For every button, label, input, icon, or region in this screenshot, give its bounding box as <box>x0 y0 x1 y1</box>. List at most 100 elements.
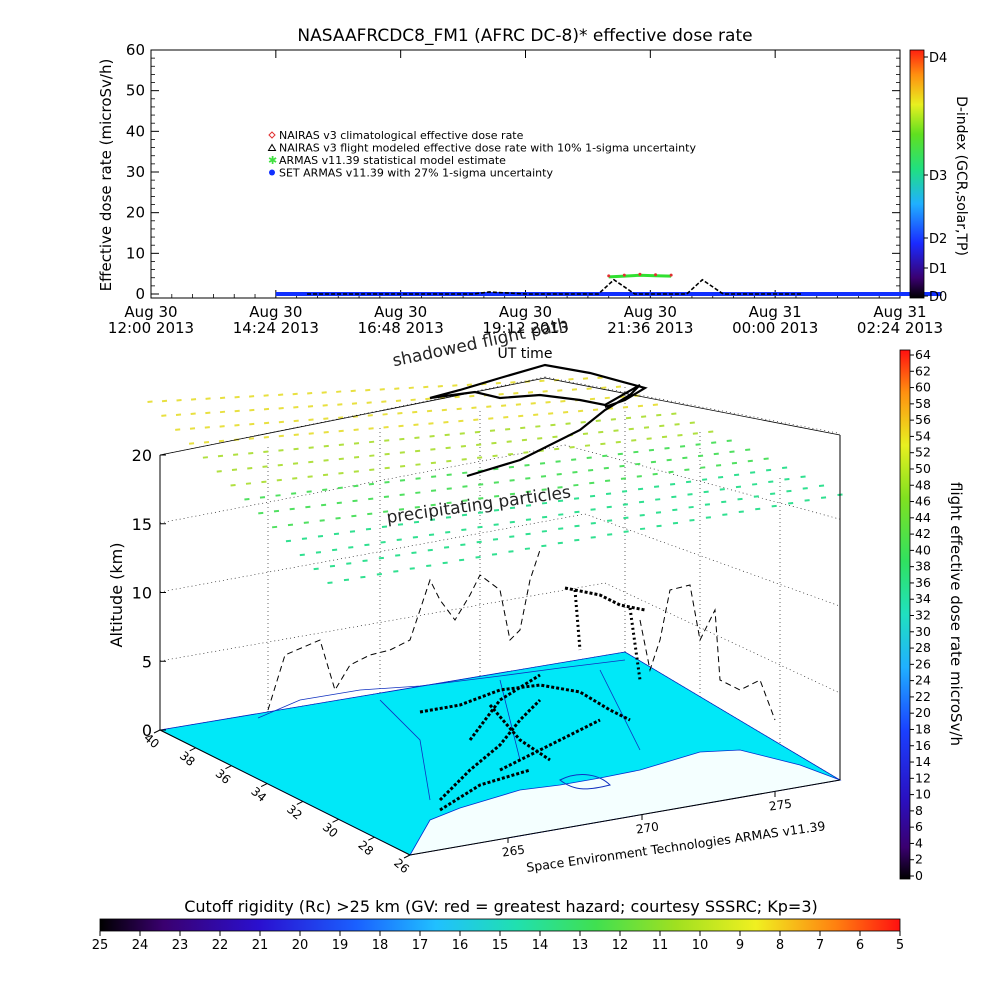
particle-mark <box>605 492 612 495</box>
particle-mark <box>518 414 524 418</box>
particle-mark <box>351 514 357 518</box>
particle-mark <box>273 509 280 513</box>
top-y-tick-label: 30 <box>126 163 145 181</box>
particle-mark <box>598 430 604 434</box>
particle-mark <box>189 427 196 430</box>
particle-mark <box>619 464 625 468</box>
particle-mark <box>492 454 498 458</box>
particle-mark <box>509 520 515 524</box>
particle-mark <box>597 376 603 379</box>
particle-mark <box>428 533 435 536</box>
top-x-tick-label-line2: 14:24 2013 <box>233 319 319 337</box>
particle-mark <box>704 503 711 506</box>
particle-mark <box>679 445 686 448</box>
particle-mark <box>498 392 504 396</box>
particle-mark <box>218 439 225 443</box>
particle-mark <box>365 388 371 392</box>
particle-mark <box>320 503 327 507</box>
particle-mark <box>460 543 466 546</box>
particle-mark <box>461 513 468 517</box>
dose-colorbar <box>899 349 911 880</box>
particle-mark <box>466 383 472 386</box>
dose-colorbar-ticks: 0246810121416182022242628303234363840424… <box>910 347 931 883</box>
particle-mark <box>682 456 688 460</box>
particle-mark <box>659 424 665 428</box>
particle-mark <box>671 412 677 415</box>
z-ticks: 0 5 10 15 20 <box>132 446 166 740</box>
particle-mark <box>729 450 735 454</box>
lat-tick <box>332 818 339 823</box>
particle-mark <box>558 513 564 516</box>
particle-mark <box>430 503 436 507</box>
particle-mark <box>399 479 406 482</box>
particle-mark <box>247 466 253 470</box>
particle-mark <box>635 462 641 466</box>
particle-mark <box>509 535 515 538</box>
particle-mark <box>343 578 350 582</box>
particle-mark <box>622 406 629 409</box>
particle-mark <box>301 537 308 540</box>
particle-mark <box>412 410 418 414</box>
particle-mark <box>249 422 255 426</box>
particle-mark <box>353 428 359 432</box>
particle-mark <box>258 511 264 515</box>
particle-mark <box>643 426 650 429</box>
particle-mark <box>687 493 693 496</box>
particle-mark <box>506 440 512 443</box>
particle-mark <box>443 546 450 549</box>
particle-mark <box>717 475 724 479</box>
particle-mark <box>303 521 309 524</box>
particle-mark <box>412 536 418 539</box>
legend-marker-triangle <box>267 143 277 151</box>
particle-mark <box>542 515 548 519</box>
particle-mark <box>415 477 421 480</box>
lat-tick <box>260 783 268 788</box>
particle-mark <box>580 420 586 424</box>
particle-mark <box>205 397 211 400</box>
dose-colorbar-tick-label: 46 <box>915 494 931 509</box>
particle-mark <box>637 487 644 491</box>
particle-mark <box>263 436 269 439</box>
particle-mark <box>766 468 772 472</box>
dose-colorbar-tick-label: 10 <box>915 787 931 802</box>
ground-flight-shadow <box>419 673 631 812</box>
particle-mark <box>525 532 531 536</box>
three-d-panel: shadowed flight path precipitating parti… <box>107 314 965 883</box>
particle-mark <box>413 423 419 427</box>
particle-mark <box>248 451 254 455</box>
particle-mark <box>461 528 467 531</box>
rigidity-colorbar-tick-label: 16 <box>452 938 469 953</box>
particle-mark <box>367 512 373 516</box>
z-tick-label: 5 <box>142 652 152 671</box>
particle-mark <box>525 477 531 480</box>
particle-mark <box>321 391 327 394</box>
particle-mark <box>588 468 594 472</box>
particle-mark <box>446 459 452 463</box>
particle-mark <box>510 381 516 384</box>
rigidity-colorbar-tick-label: 6 <box>856 938 864 953</box>
particle-mark <box>349 530 356 533</box>
particle-mark <box>322 404 328 407</box>
lat-tick-label: 36 <box>213 766 234 787</box>
rigidity-colorbar-tick-label: 9 <box>736 938 744 953</box>
particle-mark <box>639 513 645 517</box>
particle-mark <box>411 551 417 554</box>
particle-mark <box>462 499 468 502</box>
particle-mark <box>613 429 619 432</box>
wall-grid-line <box>159 582 606 662</box>
particle-mark <box>695 443 701 446</box>
particle-mark <box>315 551 322 554</box>
particle-mark <box>367 414 373 417</box>
dose-colorbar-tick-label: 4 <box>915 835 923 850</box>
particle-mark <box>571 388 578 391</box>
particle-mark <box>365 527 372 531</box>
particle-mark <box>505 428 511 431</box>
particle-mark <box>276 478 282 482</box>
particle-mark <box>494 494 500 498</box>
rigidity-colorbar-tick-label: 12 <box>612 938 629 953</box>
particle-mark <box>442 561 448 565</box>
lat-tick-label: 34 <box>248 784 269 805</box>
particle-mark <box>290 492 297 495</box>
particle-mark <box>360 575 366 579</box>
